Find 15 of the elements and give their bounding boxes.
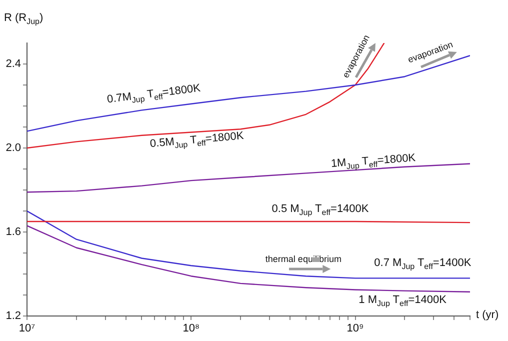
y-tick-label: 2.0 [6,142,21,154]
y-tick-label: 2.4 [6,58,21,70]
y-tick-label: 1.6 [6,226,21,238]
series-label: 0.7 M$_{Jup}$ T$_{eff}$=1400K [374,256,472,271]
y-tick-label: 1.2 [6,310,21,322]
series-label: 0.5 M$_{Jup}$ T$_{eff}$=1400K [272,203,369,218]
series-label: 0.5M$_{Jup}$ T$_{eff}$=1800K [150,130,244,152]
x-tick-label: 10⁹ [346,322,364,335]
series-label: 1M$_{Jup}$ T$_{eff}$=1800K [330,152,416,172]
x-tick-label: 10⁸ [182,322,200,335]
x-axis-title: t (yr) [476,309,499,321]
annotation: thermal equilibrium [265,254,342,264]
y-axis-title: R (R$_{Jup}$) [4,12,44,26]
x-tick-label: 10⁷ [18,322,36,335]
series-label: 1 M$_{Jup}$ T$_{eff}$=1400K [358,294,446,308]
